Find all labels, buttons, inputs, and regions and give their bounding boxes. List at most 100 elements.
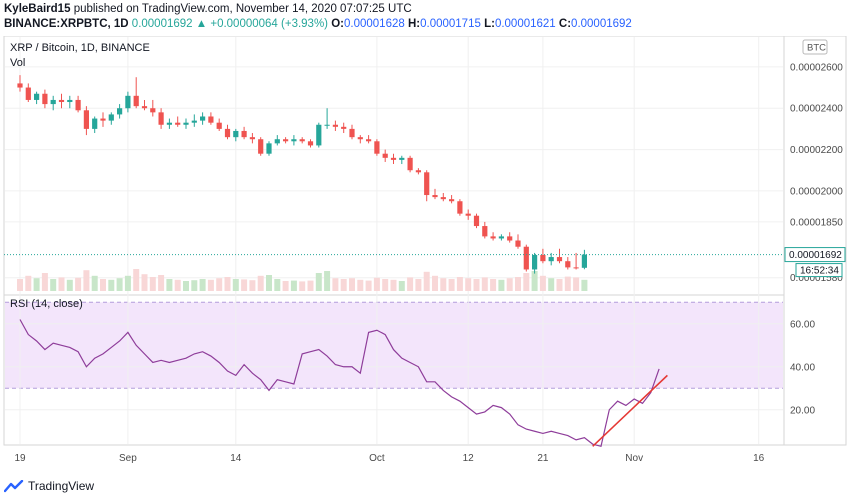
candle-body[interactable] [100,118,106,121]
candle-body[interactable] [498,236,504,239]
candle-body[interactable] [249,137,255,140]
time-tick-label: Nov [625,453,643,464]
candle-body[interactable] [92,118,98,129]
candle-body[interactable] [241,130,247,138]
candle-body[interactable] [291,139,297,142]
volume-bar [33,278,40,291]
candle-body[interactable] [258,139,264,154]
candle-body[interactable] [117,108,123,115]
candle-body[interactable] [283,139,289,142]
volume-bar [199,279,206,291]
candle-body[interactable] [233,130,239,138]
volume-bar [523,273,530,291]
volume-bar [232,279,239,291]
candle-body[interactable] [183,122,189,125]
candle-body[interactable] [523,246,529,270]
candle-body[interactable] [341,126,347,129]
candle-body[interactable] [150,108,156,113]
open-label: O: [331,18,344,30]
candle-body[interactable] [407,157,413,171]
candle-body[interactable] [83,110,89,129]
volume-bar [382,279,389,291]
candle-body[interactable] [457,201,463,214]
candle-body[interactable] [432,195,438,198]
candle-body[interactable] [42,93,48,105]
candle-body[interactable] [581,254,587,268]
candle-body[interactable] [58,99,65,103]
rsi-trendline[interactable] [592,374,668,447]
candle-body[interactable] [200,116,206,121]
candle-body[interactable] [224,128,231,138]
time-tick-label: 12 [463,453,475,464]
candle-body[interactable] [556,257,563,262]
candle-body[interactable] [515,240,521,247]
volume-bar [83,270,90,291]
candle-body[interactable] [175,122,181,125]
candle-body[interactable] [166,122,172,125]
candle-body[interactable] [324,124,330,126]
volume-legend[interactable]: Vol [10,57,25,69]
candle-body[interactable] [449,199,455,202]
volume-bar [340,279,347,291]
candle-body[interactable] [158,112,164,125]
rsi-tick-label: 20.00 [790,405,815,416]
candle-body[interactable] [108,114,114,121]
candle-body[interactable] [133,95,139,107]
candle-body[interactable] [565,261,571,268]
candle-body[interactable] [374,141,380,154]
candle-body[interactable] [316,124,322,146]
candle-body[interactable] [266,143,272,154]
candle-body[interactable] [274,139,280,144]
volume-bar [332,278,339,291]
candle-body[interactable] [548,257,554,262]
price-axis[interactable] [783,36,847,446]
candle-body[interactable] [208,116,214,123]
chart-canvas[interactable]: 0.00002600 0.00002400 0.00002200 0.00002000… [0,36,850,478]
rsi-band-fill [5,302,783,389]
brand-label[interactable]: TradingView [28,479,95,493]
volume-bar [174,279,181,291]
candle-body[interactable] [440,197,446,200]
candle-body[interactable] [382,153,388,158]
candle-body[interactable] [390,157,397,160]
candle-body[interactable] [482,226,488,237]
candle-body[interactable] [34,93,40,100]
candle-body[interactable] [490,236,496,239]
rsi-legend[interactable]: RSI (14, close) [10,298,83,310]
candle-body[interactable] [465,213,471,216]
candle-body[interactable] [366,139,372,142]
candle-body[interactable] [332,124,338,127]
candle-body[interactable] [415,170,421,173]
candle-body[interactable] [507,236,513,241]
candle-body[interactable] [299,139,305,142]
candle-body[interactable] [67,99,73,103]
candle-body[interactable] [125,95,131,109]
candle-body[interactable] [191,120,197,123]
candle-body[interactable] [473,215,480,227]
candle-body[interactable] [399,157,405,160]
candle-body[interactable] [141,106,148,109]
candle-body[interactable] [540,254,546,262]
price-pane[interactable] [3,36,785,296]
pane-legend[interactable]: XRP / Bitcoin, 1D, BINANCE [10,42,150,54]
candle-body[interactable] [349,128,355,138]
candle-body[interactable] [424,172,430,196]
candle-body[interactable] [50,99,56,105]
volume-bar [448,279,455,291]
volume-bar [390,279,397,291]
candle-body[interactable] [25,87,31,100]
candle-body[interactable] [532,254,538,270]
candle-body[interactable] [75,99,81,111]
candle-body[interactable] [17,83,23,88]
rsi-line[interactable] [19,319,660,448]
currency-badge[interactable] [802,39,828,55]
candle-body[interactable] [357,137,363,140]
symbol-name[interactable]: BINANCE:XRPBTC, 1D [4,18,129,30]
candle-body[interactable] [573,267,579,269]
low-value: 0.00001621 [494,18,556,30]
volume-bar [133,269,140,291]
candle-body[interactable] [307,141,314,146]
candle-body[interactable] [216,122,222,129]
author-name[interactable]: KyleBaird15 [4,3,71,15]
volume-bar [266,275,272,291]
